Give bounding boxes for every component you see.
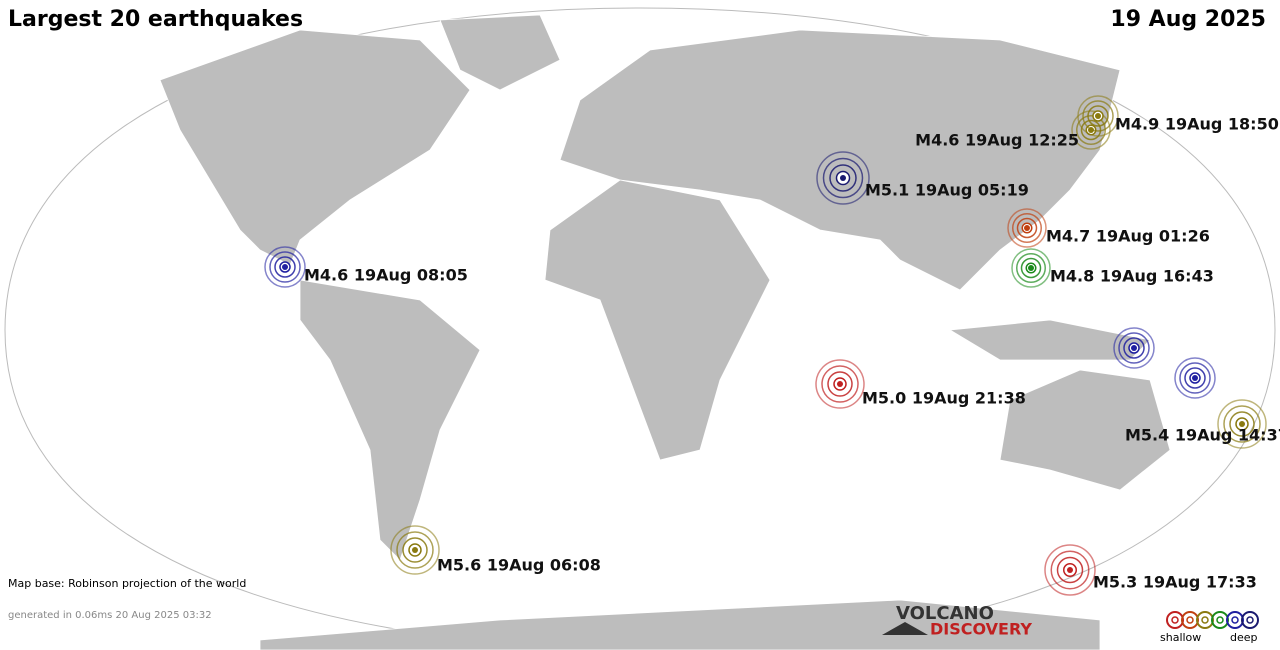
quake-ring	[1011, 248, 1051, 288]
quake-ring	[1012, 213, 1042, 243]
legend-dot	[1171, 616, 1179, 624]
quake-marker	[1174, 357, 1216, 399]
quake-ring	[402, 537, 428, 563]
quake-ring	[390, 525, 440, 575]
quake-ring	[1016, 253, 1046, 283]
quake-ring	[1076, 115, 1106, 145]
legend-ring	[1211, 611, 1229, 629]
quake-ring	[1077, 95, 1119, 137]
quake-ring	[1113, 327, 1155, 369]
quake-ring	[1179, 362, 1211, 394]
quake-dot	[412, 547, 418, 553]
quake-label: M4.6 19Aug 12:25	[915, 131, 1079, 150]
quake-ring	[822, 157, 864, 199]
quake-ring	[1217, 399, 1267, 449]
quake-label: M4.9 19Aug 18:50	[1115, 115, 1279, 134]
legend-deep: deep	[1230, 631, 1258, 644]
quake-marker	[1007, 208, 1047, 248]
quake-marker	[1217, 399, 1267, 449]
quake-ring	[264, 246, 306, 288]
quake-ring	[269, 251, 301, 283]
quake-label: M5.4 19Aug 14:37	[1125, 426, 1280, 445]
quake-ring	[816, 151, 870, 205]
quake-ring	[1229, 411, 1255, 437]
logo-discovery: DISCOVERY	[930, 620, 1032, 639]
legend-ring	[1181, 611, 1199, 629]
quake-ring	[827, 371, 853, 397]
legend-dot	[1216, 616, 1224, 624]
legend-dot	[1231, 616, 1239, 624]
legend-shallow: shallow	[1160, 631, 1201, 644]
quake-ring	[1123, 337, 1145, 359]
quake-dot	[1239, 421, 1245, 427]
quake-label: M4.8 19Aug 16:43	[1050, 267, 1214, 286]
quake-label: M5.0 19Aug 21:38	[862, 389, 1026, 408]
quake-ring	[1174, 357, 1216, 399]
legend-ring	[1241, 611, 1259, 629]
quake-ring	[1118, 332, 1150, 364]
logo-volcano: VOLCANO	[896, 603, 994, 624]
quake-dot	[1192, 375, 1198, 381]
quake-ring	[829, 164, 857, 192]
quake-label: M4.6 19Aug 08:05	[304, 266, 468, 285]
quake-marker	[1077, 95, 1119, 137]
quake-dot	[1028, 265, 1034, 271]
quake-ring	[1056, 556, 1084, 584]
quake-ring	[1082, 100, 1114, 132]
legend-dot	[1186, 616, 1194, 624]
quake-ring	[821, 365, 859, 403]
quake-ring	[1223, 405, 1261, 443]
quake-marker	[264, 246, 306, 288]
quake-ring	[1080, 119, 1102, 141]
quake-marker	[816, 151, 870, 205]
legend-ring	[1196, 611, 1214, 629]
land	[159, 14, 1171, 650]
quake-ring	[1087, 105, 1109, 127]
quake-dot	[837, 381, 843, 387]
quake-marker	[1113, 327, 1155, 369]
date: 19 Aug 2025	[1110, 7, 1266, 32]
title: Largest 20 earthquakes	[8, 7, 303, 32]
quake-ring	[815, 359, 865, 409]
quake-dot	[1131, 345, 1137, 351]
quake-marker	[390, 525, 440, 575]
quake-dot	[1024, 225, 1030, 231]
legend-ring	[1166, 611, 1184, 629]
quake-label: M4.7 19Aug 01:26	[1046, 227, 1210, 246]
quake-marker	[1011, 248, 1051, 288]
quake-ring	[274, 256, 296, 278]
quake-ring	[1071, 110, 1111, 150]
logo-icon	[882, 622, 928, 635]
quake-marker	[815, 359, 865, 409]
legend-ring	[1226, 611, 1244, 629]
quake-ring	[1184, 367, 1206, 389]
quake-ring	[1020, 257, 1042, 279]
quake-ring	[1007, 208, 1047, 248]
quake-marker	[1044, 544, 1096, 596]
quake-dot	[1067, 567, 1073, 573]
legend-dot	[1246, 616, 1254, 624]
map-base: Map base: Robinson projection of the wor…	[8, 577, 246, 590]
quake-label: M5.1 19Aug 05:19	[865, 181, 1029, 200]
quake-dot	[282, 264, 288, 270]
quake-ring	[1016, 217, 1038, 239]
quake-ring	[1050, 550, 1090, 590]
quake-ring	[1044, 544, 1096, 596]
quake-dot	[840, 175, 846, 181]
quake-dot	[1095, 113, 1101, 119]
quake-ring	[396, 531, 434, 569]
legend-dot	[1201, 616, 1209, 624]
quake-label: M5.6 19Aug 06:08	[437, 556, 601, 575]
generated: generated in 0.06ms 20 Aug 2025 03:32	[8, 610, 212, 621]
quake-label: M5.3 19Aug 17:33	[1093, 573, 1257, 592]
